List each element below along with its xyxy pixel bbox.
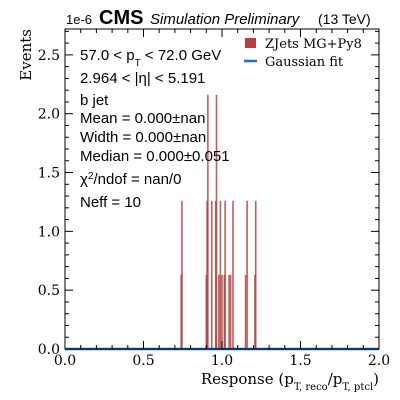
- pt-range-annotation: 57.0 < pT < 72.0 GeV: [80, 47, 221, 69]
- histogram-bar: [232, 200, 234, 349]
- legend-label-histogram: ZJets MG+Py8: [265, 37, 362, 52]
- y-tick-label: 0.5: [38, 283, 60, 299]
- y-tick-label: 1.0: [38, 224, 60, 240]
- chi2-annotation: χ2/ndof = nan/0: [80, 171, 181, 189]
- neff-annotation: Neff = 10: [80, 194, 141, 211]
- legend-label-fit: Gaussian fit: [265, 55, 344, 70]
- mean-annotation: Mean = 0.000±nan: [80, 110, 205, 127]
- y-tick-label: 1.5: [38, 166, 60, 182]
- x-tick-label: 1.0: [211, 353, 233, 369]
- y-scale-exponent: 1e-6: [66, 12, 92, 27]
- status-label: Simulation Preliminary: [150, 11, 301, 28]
- histogram-bar: [215, 94, 218, 349]
- axis-tick-labels: 0.0 0.5 1.0 1.5 2.0 0.0 0.5 1.0 1.5 2.0 2.5: [38, 48, 390, 369]
- x-tick-label: 0.5: [132, 353, 154, 369]
- histogram-bar: [228, 274, 230, 349]
- histogram-bar: [254, 200, 257, 349]
- histogram-bar: [244, 274, 247, 349]
- eta-range-annotation: 2.964 < |η| < 5.191: [80, 70, 205, 87]
- legend: ZJets MG+Py8 Gaussian fit: [244, 37, 362, 70]
- experiment-label: CMS: [99, 7, 143, 29]
- histogram-bar: [207, 94, 209, 349]
- width-annotation: Width = 0.000±nan: [80, 129, 206, 146]
- histogram-bar: [218, 274, 220, 349]
- histogram-bar: [211, 200, 213, 349]
- x-tick-label: 0.0: [54, 353, 76, 369]
- y-tick-label: 0.0: [38, 342, 60, 358]
- histogram-bar: [229, 274, 232, 349]
- x-tick-label: 2.0: [368, 353, 390, 369]
- histogram-bar: [224, 200, 226, 349]
- x-tick-label: 1.5: [289, 353, 311, 369]
- histogram-bar: [219, 200, 222, 349]
- y-tick-label: 2.5: [38, 48, 60, 64]
- annotations: 57.0 < pT < 72.0 GeV 2.964 < |η| < 5.191…: [80, 47, 230, 211]
- legend-swatch-histogram: [245, 38, 256, 48]
- y-tick-label: 2.0: [38, 107, 60, 123]
- histogram-bar: [246, 200, 248, 349]
- median-annotation: Median = 0.000±0.051: [80, 148, 230, 165]
- x-axis-title: Response (pT, reco/pT, ptcl): [201, 370, 379, 393]
- histogram-bar: [221, 274, 223, 349]
- energy-label: (13 TeV): [318, 11, 371, 27]
- plot-frame: [64, 28, 380, 350]
- histogram-bar: [181, 200, 183, 349]
- jet-flavour-annotation: b jet: [80, 92, 109, 109]
- histogram-bars: [180, 94, 257, 349]
- y-axis-title: Events: [17, 29, 35, 81]
